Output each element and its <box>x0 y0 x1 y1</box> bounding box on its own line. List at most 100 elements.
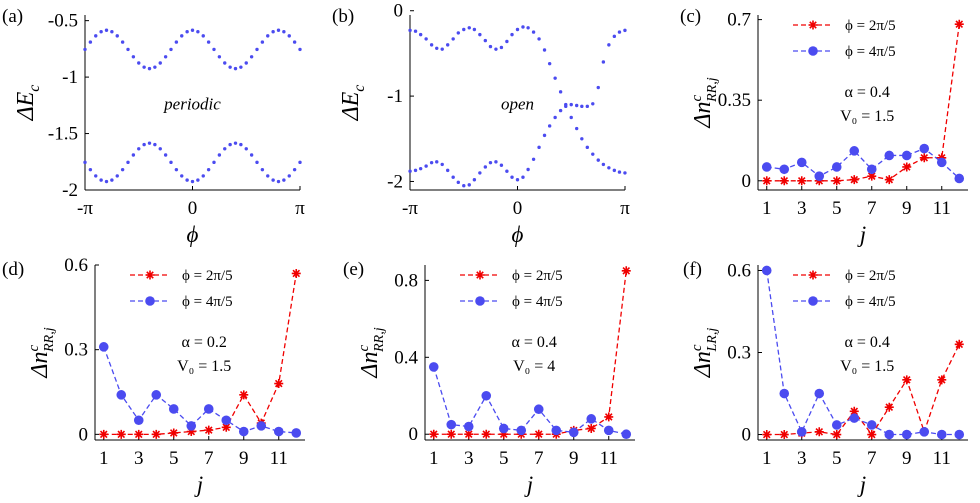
data-point <box>464 429 474 439</box>
band-point <box>623 28 627 33</box>
legend-marker <box>808 46 818 56</box>
band-point <box>472 178 477 182</box>
y-axis-label-text: ΔncLR,j <box>689 328 720 379</box>
x-tick-label: 7 <box>867 448 877 469</box>
band-point <box>418 32 423 37</box>
data-point <box>273 426 284 437</box>
band-point <box>429 160 434 165</box>
x-tick-label: 7 <box>204 448 214 469</box>
x-tick-label: π <box>620 198 630 219</box>
data-point <box>902 162 912 172</box>
band-point <box>217 153 222 157</box>
data-point <box>901 150 912 161</box>
data-point <box>186 421 197 431</box>
data-point <box>936 429 947 440</box>
data-point <box>919 143 930 154</box>
band-point <box>537 37 541 41</box>
legend-label: ϕ = 2π/5 <box>512 268 563 284</box>
data-point <box>797 176 807 186</box>
x-tick-label: 11 <box>933 198 951 219</box>
band-point <box>174 167 179 172</box>
y-tick-label: 0.8 <box>394 270 418 291</box>
band-point <box>196 30 200 34</box>
data-point <box>779 176 789 186</box>
band-point <box>276 179 281 184</box>
data-point <box>849 413 860 423</box>
data-point <box>621 429 632 440</box>
x-tick-label: 1 <box>762 448 772 469</box>
band-point <box>607 166 611 170</box>
band-point <box>131 153 136 157</box>
y-axis-label: ΔncRR,j <box>689 77 720 128</box>
data-point <box>954 19 964 29</box>
data-point <box>116 429 126 439</box>
band-point <box>292 40 297 44</box>
band-point <box>147 66 152 71</box>
data-point <box>239 390 249 400</box>
band-point <box>99 30 103 34</box>
band-point <box>542 48 547 52</box>
band-point <box>260 167 265 172</box>
legend-marker <box>808 20 818 30</box>
band-point <box>142 65 146 69</box>
band-point <box>537 145 541 150</box>
data-point <box>831 420 842 430</box>
band-point <box>271 30 275 34</box>
data-point <box>937 375 947 385</box>
param-label: V₀ = 1.5 <box>840 108 894 125</box>
data-point <box>446 429 456 439</box>
y-label-sub: RR,j <box>705 77 720 103</box>
data-point <box>621 266 631 276</box>
data-point <box>796 157 807 168</box>
data-point <box>499 429 509 439</box>
x-tick-label: 3 <box>797 448 807 469</box>
data-point <box>954 339 964 349</box>
band-point <box>292 167 297 172</box>
band-point <box>445 43 450 47</box>
data-point <box>274 379 284 389</box>
data-point <box>919 426 930 437</box>
band-point <box>612 34 617 39</box>
band-point <box>212 160 216 165</box>
band-point <box>217 55 222 59</box>
param-label: α = 0.4 <box>511 334 556 351</box>
data-point <box>221 415 232 426</box>
band-point <box>526 167 530 172</box>
panel-label: (c) <box>680 6 701 27</box>
band-point <box>180 34 184 38</box>
x-axis-label: ϕ <box>187 222 199 247</box>
band-point <box>131 55 136 59</box>
param-label: α = 0.4 <box>844 84 889 101</box>
panel-label: (e) <box>343 259 364 280</box>
band-point <box>510 175 514 179</box>
band-point <box>158 147 162 151</box>
band-point <box>494 160 498 164</box>
band-point <box>607 43 611 47</box>
series-line <box>433 366 627 435</box>
band-point <box>255 47 259 52</box>
band-point <box>521 175 525 179</box>
band-point <box>462 27 466 32</box>
x-tick-label: 5 <box>832 448 842 469</box>
data-point <box>832 176 842 186</box>
band-point <box>298 160 302 165</box>
y-tick-label: 0.3 <box>64 340 88 361</box>
band-point <box>271 178 275 182</box>
band-point <box>488 160 493 165</box>
data-point <box>534 429 544 439</box>
x-axis-label: j <box>857 222 866 247</box>
panel-f: (f) 1 3 5 7 9 11 0 0.3 0.6 j ΔncLR,j ϕ = 2π/5 ϕ = 4π/… <box>683 259 968 497</box>
y-label-sub: LR,j <box>705 328 720 353</box>
legend-label: ϕ = 4π/5 <box>512 294 563 310</box>
band-point <box>249 153 254 157</box>
band-point <box>83 47 87 52</box>
param-label: α = 0.2 <box>181 334 226 351</box>
data-point <box>291 268 301 278</box>
band-point <box>445 168 450 173</box>
legend: ϕ = 2π/5 ϕ = 4π/5 <box>130 268 233 310</box>
y-tick-label: 0 <box>409 424 419 445</box>
x-axis-label: j <box>524 472 533 497</box>
band-point <box>120 40 125 44</box>
panel-c: (c) 1 3 5 7 9 11 0 0.35 0.7 j ΔncRR,j ϕ = 2π/5 ϕ = 4π… <box>680 6 968 247</box>
x-tick-label: 11 <box>270 448 288 469</box>
